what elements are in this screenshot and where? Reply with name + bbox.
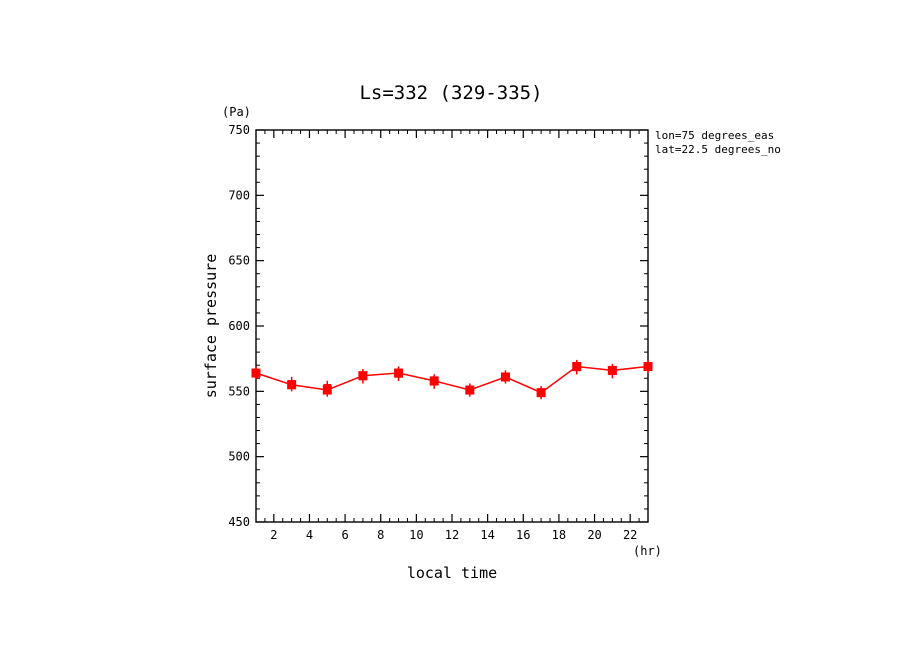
y-unit-label: (Pa) <box>222 105 251 119</box>
chart-title: Ls=332 (329-335) <box>359 82 542 104</box>
axes: 450 500 550 600 650 700 750 2 4 6 8 10 12 14 16 18 20 22 <box>228 123 649 542</box>
x-axis-label: local time <box>407 564 497 582</box>
data-point <box>536 388 546 398</box>
x-tick-label: 10 <box>409 528 423 542</box>
y-tick-label: 700 <box>228 188 250 202</box>
data-point <box>358 371 368 381</box>
y-axis-label: surface pressure <box>202 254 220 399</box>
y-tick-label: 500 <box>228 450 250 464</box>
data-point <box>429 376 439 386</box>
data-point <box>500 372 510 382</box>
y-tick-label: 650 <box>228 254 250 268</box>
series-line <box>255 365 649 394</box>
data-point <box>572 362 582 372</box>
y-tick-label: 600 <box>228 319 250 333</box>
data-point <box>251 368 261 378</box>
x-tick-label: 14 <box>480 528 494 542</box>
annotation-lon: lon=75 degrees_eas <box>655 129 774 142</box>
x-tick-label: 2 <box>270 528 277 542</box>
data-point <box>322 385 332 395</box>
data-point <box>643 362 653 372</box>
y-tick-label: 450 <box>228 515 250 529</box>
plot-frame <box>255 129 649 523</box>
y-tick-label: 550 <box>228 384 250 398</box>
x-tick-label: 8 <box>377 528 384 542</box>
x-tick-label: 22 <box>623 528 637 542</box>
x-tick-label: 6 <box>341 528 348 542</box>
x-tick-label: 12 <box>445 528 459 542</box>
data-point <box>465 385 475 395</box>
plot-area <box>251 359 653 400</box>
y-tick-label: 750 <box>228 123 250 137</box>
x-tick-label: 4 <box>306 528 313 542</box>
x-tick-label: 16 <box>516 528 530 542</box>
x-tick-label: 20 <box>587 528 601 542</box>
data-point <box>607 365 617 375</box>
annotation-lat: lat=22.5 degrees_no <box>655 143 781 156</box>
data-point <box>287 380 297 390</box>
data-point <box>394 368 404 378</box>
x-tick-label: 18 <box>552 528 566 542</box>
x-unit-label: (hr) <box>633 544 662 558</box>
